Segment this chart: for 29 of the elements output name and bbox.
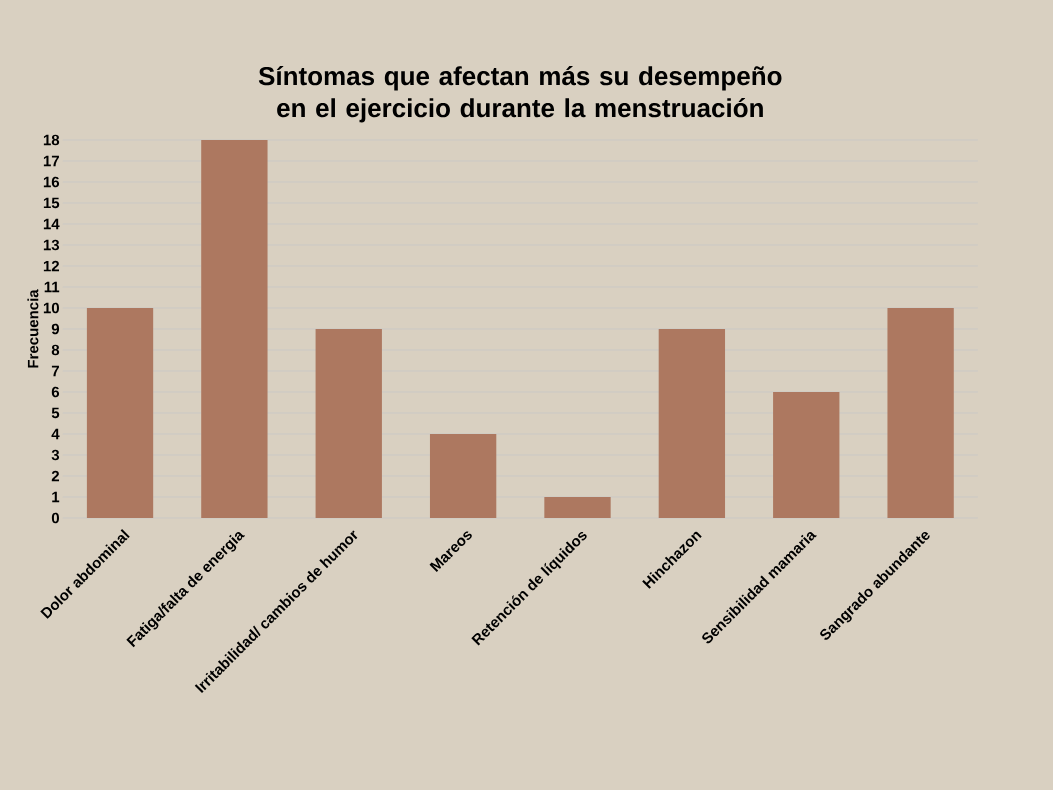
y-tick-label: 17 (43, 155, 59, 167)
y-tick-label: 3 (51, 449, 60, 461)
y-tick-label: 12 (43, 260, 60, 272)
y-tick-label: 14 (43, 218, 60, 230)
y-axis-title: Frecuencia (27, 289, 39, 368)
y-tick-label: 16 (43, 176, 60, 188)
y-tick-label: 11 (44, 281, 60, 293)
bar (86, 307, 154, 518)
bar (773, 391, 840, 518)
y-tick-label: 7 (51, 365, 59, 377)
y-tick-label: 9 (51, 323, 60, 335)
y-tick-label: 15 (43, 197, 60, 209)
bar (887, 307, 954, 518)
y-tick-label: 5 (51, 407, 60, 419)
y-tick-label: 6 (51, 386, 60, 398)
y-tick-label: 0 (51, 512, 59, 524)
y-tick-label: 2 (51, 470, 60, 482)
y-tick-label: 1 (52, 491, 60, 503)
bar (201, 139, 268, 518)
y-tick-label: 4 (51, 428, 60, 440)
y-tick-label: 18 (43, 134, 60, 146)
bar (315, 328, 382, 518)
chart-title: Síntomas que afectan más su desempeño en el ejercicio durante la menstruación (258, 65, 782, 123)
y-tick-label: 8 (51, 344, 60, 356)
y-tick-label: 10 (43, 302, 59, 314)
y-tick-label: 13 (43, 239, 60, 251)
bar (658, 328, 726, 518)
bar (544, 496, 611, 518)
bar (429, 433, 497, 518)
